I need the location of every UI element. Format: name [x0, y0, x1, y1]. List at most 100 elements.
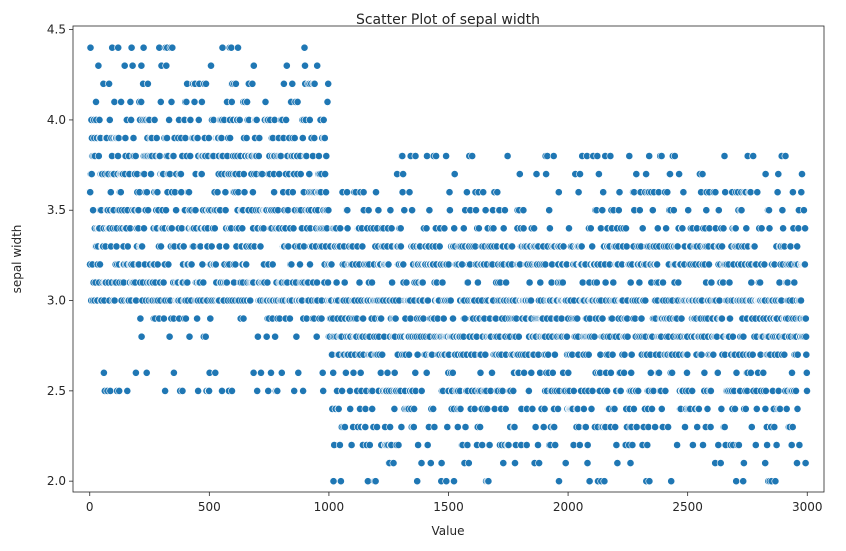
data-point	[194, 116, 203, 124]
data-point	[597, 224, 605, 233]
data-point	[542, 170, 550, 178]
data-point	[110, 98, 119, 106]
data-point	[551, 350, 559, 359]
data-point	[423, 296, 432, 305]
data-point	[256, 242, 265, 251]
data-point	[642, 170, 650, 178]
data-point	[194, 386, 202, 395]
data-point	[563, 332, 571, 341]
data-point	[707, 386, 715, 395]
data-point	[157, 242, 165, 251]
data-point	[305, 170, 314, 178]
data-point	[608, 350, 617, 359]
data-point	[481, 350, 490, 359]
data-point	[426, 459, 435, 467]
data-point	[737, 206, 746, 215]
data-point	[361, 404, 370, 413]
data-point	[626, 459, 635, 467]
data-point	[705, 260, 713, 269]
data-point	[390, 368, 399, 377]
data-point	[773, 188, 782, 197]
data-point	[243, 98, 251, 106]
data-point	[622, 242, 631, 251]
data-point	[292, 332, 301, 341]
data-point	[446, 296, 455, 305]
data-point	[626, 278, 635, 287]
y-tick-label: 2.0	[47, 474, 66, 488]
data-point	[757, 224, 766, 233]
data-point	[355, 278, 364, 287]
data-point	[550, 423, 559, 431]
data-point	[317, 314, 326, 323]
data-point	[522, 441, 531, 449]
data-point	[270, 188, 278, 197]
data-point	[731, 224, 740, 233]
data-point	[463, 441, 472, 449]
data-point	[752, 404, 761, 413]
data-point	[788, 368, 796, 377]
data-point	[645, 152, 654, 160]
data-point	[336, 477, 345, 486]
data-point	[663, 188, 672, 197]
data-point	[186, 152, 195, 160]
data-point	[657, 404, 666, 413]
data-point	[92, 98, 100, 106]
data-point	[359, 314, 367, 323]
data-point	[470, 404, 479, 413]
data-point	[531, 423, 540, 431]
data-point	[253, 332, 262, 341]
data-point	[453, 423, 462, 431]
data-point	[364, 206, 373, 215]
data-point	[793, 350, 802, 359]
data-point	[346, 386, 354, 395]
data-point	[788, 423, 797, 431]
data-point	[583, 441, 592, 449]
data-point	[242, 260, 251, 269]
data-point	[310, 79, 319, 88]
data-point	[675, 170, 683, 178]
data-point	[583, 459, 592, 467]
data-point	[363, 477, 372, 486]
data-point	[396, 242, 405, 251]
data-point	[575, 441, 584, 449]
data-point	[429, 404, 438, 413]
data-point	[801, 314, 810, 323]
data-point	[749, 152, 758, 160]
data-point	[242, 134, 251, 142]
data-point	[781, 152, 790, 160]
data-point	[238, 224, 247, 233]
data-point	[551, 441, 560, 449]
y-tick-label: 3.5	[47, 203, 66, 217]
data-point	[248, 188, 257, 197]
data-point	[179, 242, 188, 251]
data-point	[684, 206, 693, 215]
data-point	[413, 477, 422, 486]
data-point	[368, 278, 376, 287]
data-point	[394, 441, 403, 449]
data-point	[627, 368, 636, 377]
data-point	[761, 170, 770, 178]
data-point	[178, 386, 187, 395]
data-point	[720, 423, 729, 431]
data-point	[648, 404, 656, 413]
data-point	[405, 350, 413, 359]
data-point	[638, 224, 647, 233]
data-point	[322, 188, 330, 197]
data-point	[343, 206, 352, 215]
data-point	[374, 206, 383, 215]
data-point	[472, 206, 480, 215]
data-point	[405, 188, 414, 197]
data-point	[681, 423, 689, 431]
data-point	[136, 314, 145, 323]
data-point	[123, 386, 132, 395]
x-tick-label: 1000	[314, 500, 345, 514]
data-point	[177, 188, 186, 197]
data-point	[664, 423, 672, 431]
data-point	[206, 314, 215, 323]
data-point	[358, 242, 367, 251]
chart-title: Scatter Plot of sepal width	[356, 12, 540, 28]
data-point	[305, 116, 314, 124]
data-point	[729, 332, 737, 341]
data-point	[555, 477, 563, 486]
data-point	[511, 459, 519, 467]
